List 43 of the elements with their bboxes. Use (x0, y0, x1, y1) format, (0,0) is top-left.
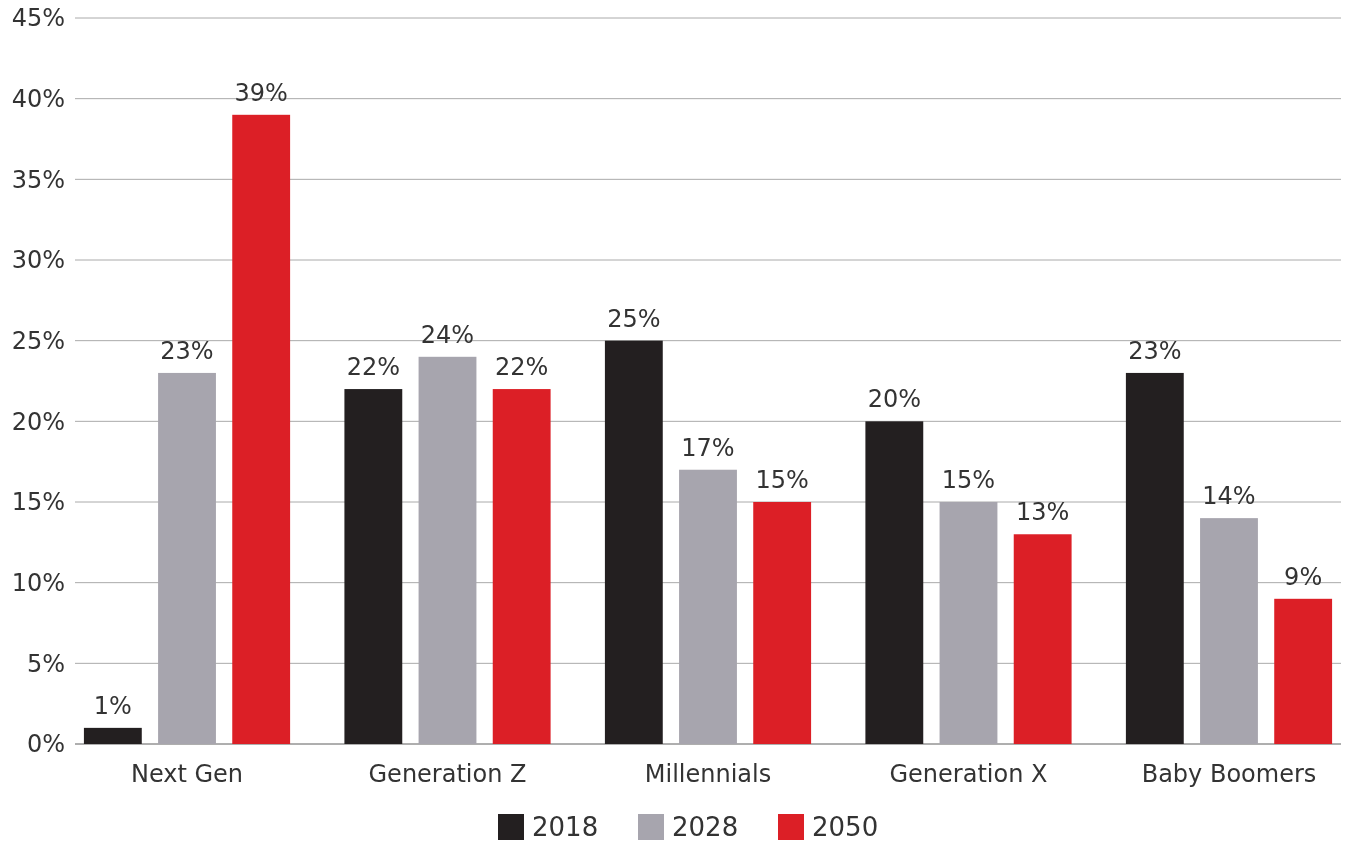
y-tick-label: 0% (26, 730, 65, 759)
legend-label: 2028 (672, 812, 739, 843)
bar (1013, 534, 1072, 744)
x-tick-label: Generation Z (368, 760, 527, 788)
data-label: 25% (607, 304, 661, 333)
bar (83, 727, 142, 744)
data-label: 17% (681, 433, 735, 462)
x-tick-label: Generation X (889, 760, 1048, 788)
bar (1274, 598, 1333, 744)
bar (1125, 372, 1184, 744)
data-label: 23% (1128, 336, 1182, 365)
y-tick-label: 10% (11, 569, 65, 598)
data-label: 20% (867, 385, 921, 414)
data-label: 24% (420, 320, 475, 349)
data-label: 14% (1202, 482, 1256, 511)
data-label: 22% (346, 353, 401, 382)
y-tick-label: 45% (11, 4, 65, 33)
y-tick-label: 25% (11, 327, 65, 356)
data-label: 9% (1284, 562, 1323, 591)
bar (865, 421, 924, 744)
bar (753, 502, 812, 744)
legend-label: 2050 (812, 812, 879, 843)
legend-label: 2018 (532, 812, 599, 843)
x-tick-label: Millennials (644, 760, 772, 788)
y-tick-label: 40% (11, 85, 65, 114)
y-tick-label: 5% (26, 649, 65, 678)
bar (604, 340, 663, 744)
data-label: 22% (495, 353, 549, 382)
data-label: 23% (160, 336, 214, 365)
bar (492, 389, 551, 744)
bar (344, 389, 403, 744)
data-label: 13% (1015, 498, 1070, 527)
x-tick-label: Baby Boomers (1141, 760, 1317, 788)
y-tick-label: 20% (11, 407, 65, 436)
data-label: 15% (755, 466, 809, 494)
bar (232, 114, 291, 744)
x-tick-label: Next Gen (130, 760, 244, 788)
data-label: 15% (941, 466, 996, 494)
data-label: 1% (93, 691, 132, 720)
data-label: 39% (234, 78, 288, 107)
y-tick-label: 30% (11, 246, 65, 275)
y-tick-label: 15% (11, 488, 65, 517)
y-tick-label: 35% (11, 165, 65, 194)
